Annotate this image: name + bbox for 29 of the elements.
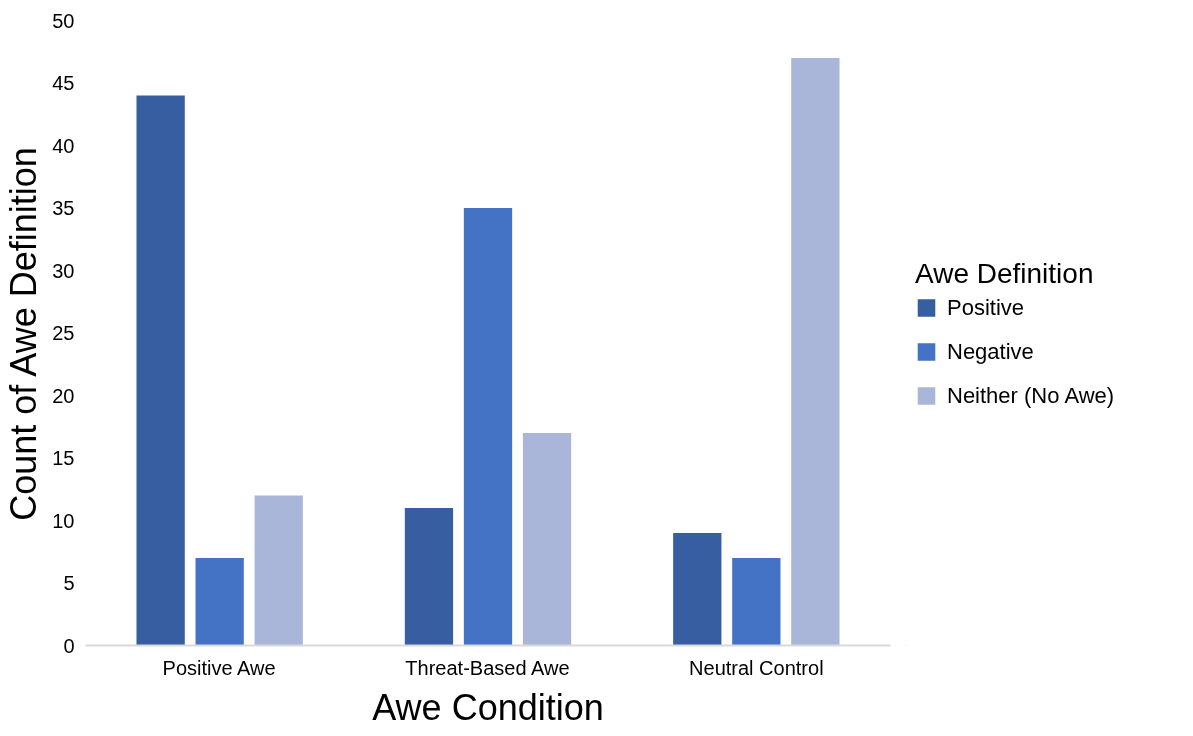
- y-tick-label: 0: [63, 634, 75, 657]
- y-axis-title: Count of Awe Definition: [3, 147, 45, 521]
- y-tick-label: 5: [63, 572, 75, 594]
- y-tick-label: 25: [52, 322, 75, 344]
- bar: [673, 533, 722, 646]
- bar: [522, 433, 572, 646]
- x-tick-label: Positive Awe: [162, 656, 276, 679]
- legend-label: Negative: [947, 338, 1034, 364]
- y-tick-label: 35: [52, 197, 75, 219]
- legend-label: Neither (No Awe): [947, 382, 1115, 408]
- bar: [136, 95, 185, 646]
- y-tick-label: 30: [52, 259, 75, 282]
- y-tick-label: 10: [52, 509, 75, 532]
- legend-label: Positive: [947, 294, 1025, 320]
- bar: [404, 508, 454, 646]
- legend-title: Awe Definition: [915, 257, 1095, 289]
- x-tick-label: Neutral Control: [689, 656, 824, 679]
- y-tick-label: 20: [52, 384, 75, 407]
- y-tick-label: 40: [52, 134, 75, 157]
- y-tick-label: 45: [52, 72, 75, 94]
- bar: [463, 208, 513, 646]
- bar: [195, 558, 244, 646]
- bar: [254, 495, 303, 646]
- bar: [732, 558, 781, 646]
- y-tick-label: 15: [52, 447, 75, 469]
- x-axis-title: Awe Condition: [372, 686, 604, 728]
- y-tick-label: 50: [52, 9, 75, 32]
- bar: [791, 58, 840, 646]
- x-tick-label: Threat-Based Awe: [405, 656, 570, 679]
